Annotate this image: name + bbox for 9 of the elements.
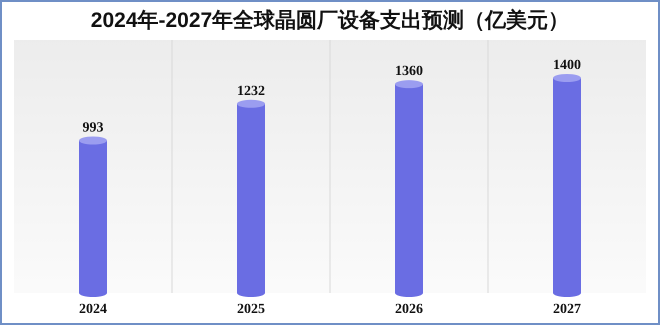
x-tick-label: 2025 [237, 302, 265, 317]
data-label: 993 [82, 120, 104, 136]
x-tick-label: 2027 [553, 302, 581, 317]
data-label: 1232 [237, 84, 265, 99]
chart-title: 2024年-2027年全球晶圆厂设备支出预测（亿美元） [90, 8, 570, 32]
data-label: 1360 [395, 64, 423, 80]
data-label: 1400 [553, 58, 581, 73]
x-tick-label: 2024 [79, 302, 107, 317]
x-tick-label: 2026 [395, 302, 423, 317]
